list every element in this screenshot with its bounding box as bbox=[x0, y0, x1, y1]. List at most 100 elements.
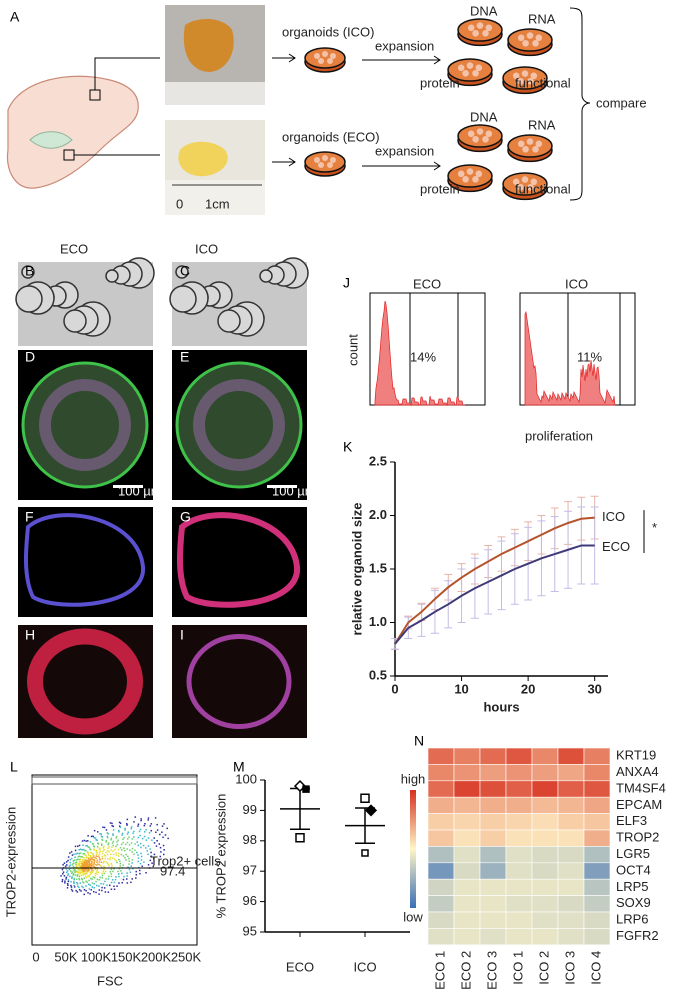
cytometry-event bbox=[87, 857, 90, 860]
cytometry-event bbox=[86, 845, 89, 847]
heatmap-cell bbox=[427, 829, 455, 847]
y-tick-label: 1.5 bbox=[369, 560, 387, 575]
cytometry-event bbox=[124, 857, 126, 859]
cytometry-event bbox=[89, 877, 92, 880]
cytometry-event bbox=[78, 878, 81, 881]
cytometry-event bbox=[88, 860, 90, 862]
cytometry-event bbox=[89, 884, 91, 886]
cytometry-event bbox=[99, 859, 101, 861]
cytometry-event bbox=[116, 843, 119, 846]
organoid bbox=[462, 176, 469, 183]
cytometry-event bbox=[75, 861, 78, 863]
heatmap-cell bbox=[583, 895, 611, 913]
cytometry-event bbox=[68, 868, 71, 871]
cytometry-event bbox=[102, 870, 105, 873]
cytometry-event bbox=[100, 865, 103, 868]
cytometry-event bbox=[120, 849, 123, 851]
cytometry-event bbox=[96, 868, 99, 870]
cytometry-event bbox=[166, 827, 168, 830]
organoid bbox=[517, 34, 525, 42]
cytometry-event bbox=[62, 864, 64, 866]
cytometry-event bbox=[108, 850, 111, 853]
cytometry-event bbox=[101, 855, 104, 858]
cytometry-event bbox=[67, 884, 69, 887]
cytometry-event bbox=[67, 856, 70, 858]
cytometry-event bbox=[95, 849, 98, 852]
cytometry-event bbox=[66, 864, 68, 866]
cytometry-event bbox=[79, 868, 82, 871]
cytometry-event bbox=[107, 847, 109, 850]
cytometry-event bbox=[69, 861, 71, 864]
column-header: ICO bbox=[195, 241, 218, 256]
scale-bar-label: 100 µm bbox=[118, 483, 162, 498]
cytometry-event bbox=[86, 861, 89, 864]
cytometry-event bbox=[82, 848, 85, 851]
cytometry-event bbox=[82, 871, 85, 873]
cytometry-event bbox=[147, 819, 149, 821]
cytometry-event bbox=[101, 852, 104, 855]
organoid bbox=[517, 140, 525, 148]
gate-label: Trop2+ cells bbox=[150, 853, 221, 868]
cytometry-event bbox=[65, 878, 67, 880]
cytometry-event bbox=[85, 868, 88, 870]
cytometry-event bbox=[91, 869, 93, 871]
cytometry-event bbox=[137, 836, 140, 839]
cytometry-event bbox=[96, 873, 98, 875]
cytometry-event bbox=[110, 849, 113, 851]
cytometry-event bbox=[127, 831, 130, 834]
cytometry-event bbox=[126, 823, 128, 825]
organoid bbox=[175, 265, 189, 279]
scale-bar-label: 100 µm bbox=[272, 483, 316, 498]
x-tick-label: 250K bbox=[171, 949, 202, 964]
cytometry-event bbox=[76, 870, 79, 873]
cytometry-event bbox=[86, 864, 89, 866]
heatmap-cell bbox=[505, 829, 533, 847]
heatmap-cell bbox=[453, 895, 481, 913]
cytometry-event bbox=[88, 888, 91, 890]
cytometry-event bbox=[75, 859, 78, 861]
cytometry-event bbox=[122, 878, 125, 881]
cytometry-event bbox=[74, 845, 77, 848]
cytometry-event bbox=[88, 866, 91, 868]
heatmap-cell bbox=[583, 928, 611, 946]
cytometry-event bbox=[137, 823, 140, 826]
organoid bbox=[472, 176, 479, 183]
cytometry-event bbox=[81, 861, 84, 863]
cytometry-event bbox=[123, 875, 125, 878]
cytometry-event bbox=[89, 892, 91, 895]
cytometry-event bbox=[153, 853, 156, 856]
cytometry-event bbox=[109, 856, 112, 859]
cytometry-event bbox=[67, 874, 69, 877]
organoid bbox=[527, 184, 534, 191]
cytometry-event bbox=[105, 841, 108, 843]
cytometry-event bbox=[102, 850, 104, 852]
cytometry-event bbox=[76, 852, 79, 855]
heatmap-cell bbox=[531, 780, 559, 798]
cytometry-event bbox=[61, 868, 64, 871]
cytometry-event bbox=[82, 856, 84, 859]
micrographs bbox=[15, 257, 309, 738]
organoid bbox=[521, 70, 529, 77]
cytometry-event bbox=[92, 835, 94, 838]
cytometry-event bbox=[131, 859, 134, 861]
heatmap-cell bbox=[557, 764, 585, 782]
organoid bbox=[517, 78, 524, 85]
heatmap-cell bbox=[505, 747, 533, 765]
cytometry-event bbox=[115, 852, 117, 854]
cytometry-event bbox=[153, 837, 155, 839]
cytometry-event bbox=[83, 853, 85, 855]
cytometry-event bbox=[110, 888, 113, 891]
cytometry-event bbox=[91, 860, 93, 863]
gate-label: 11% bbox=[577, 349, 602, 364]
cytometry-event bbox=[139, 842, 142, 845]
cytometry-event bbox=[86, 859, 88, 862]
row-label: ANXA4 bbox=[616, 764, 659, 779]
heatmap-cell bbox=[505, 928, 533, 946]
cytometry-event bbox=[80, 890, 82, 892]
cytometry-event bbox=[117, 839, 119, 842]
cytometry-event bbox=[93, 837, 96, 839]
cytometry-event bbox=[78, 868, 81, 870]
heatmap-cell bbox=[427, 747, 455, 765]
heatmap-cell bbox=[557, 862, 585, 880]
cytometry-event bbox=[93, 877, 96, 879]
